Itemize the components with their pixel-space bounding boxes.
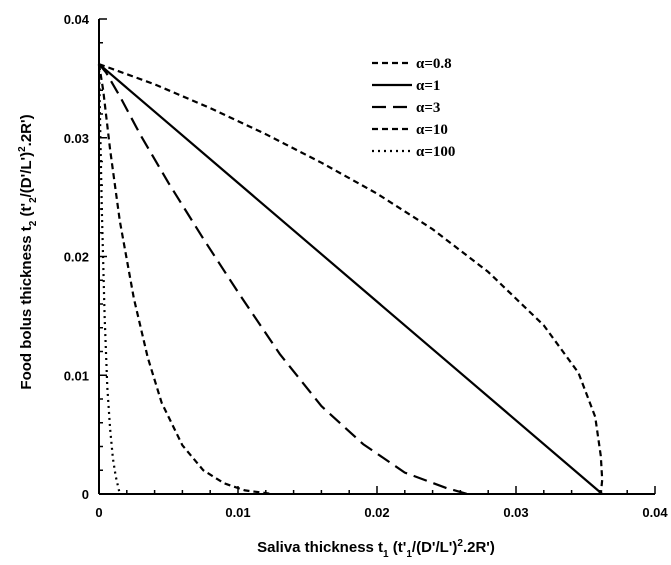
y-axis-label: Food bolus thickness t2 (t'2/(D'/L')2.2R…	[17, 114, 39, 389]
series-line-4	[97, 64, 121, 495]
y-tick-label: 0.01	[64, 368, 89, 383]
legend: α=0.8 α=1 α=3 α=10 α=100	[372, 56, 455, 160]
x-tick-label: 0	[95, 505, 102, 520]
y-tick-label: 0.03	[64, 131, 89, 146]
y-tick-label: 0	[82, 487, 89, 502]
series-line-2	[98, 63, 468, 496]
ticks: 0 0.01 0.02 0.03 0.04 0 0.01 0.02 0.03 0.04	[64, 12, 669, 520]
x-tick-label: 0.04	[642, 505, 668, 520]
plot-area: 0 0.01 0.02 0.03 0.04 0 0.01 0.02 0.03 0.04 α=0.8…	[64, 12, 669, 520]
x-tick-label: 0.03	[503, 505, 528, 520]
y-tick-label: 0.02	[64, 250, 89, 265]
series-line-1	[98, 63, 603, 495]
series-group	[97, 63, 604, 496]
legend-label-0: α=0.8	[416, 56, 452, 72]
legend-label-1: α=1	[416, 78, 440, 94]
legend-label-2: α=3	[416, 100, 440, 116]
legend-label-4: α=100	[416, 144, 455, 160]
legend-label-3: α=10	[416, 122, 448, 138]
series-line-3	[97, 63, 273, 496]
y-tick-label: 0.04	[64, 12, 90, 27]
x-tick-label: 0.02	[364, 505, 389, 520]
x-tick-label: 0.01	[225, 505, 250, 520]
x-axis-label: Saliva thickness t1 (t'1/(D'/L')2.2R')	[257, 538, 495, 560]
